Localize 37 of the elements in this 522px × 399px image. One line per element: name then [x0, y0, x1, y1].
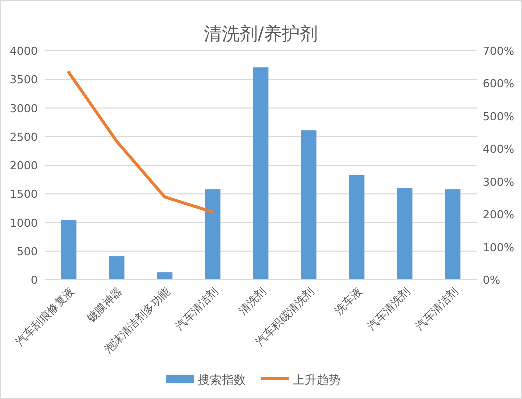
- y2-tick-label: 100%: [483, 241, 514, 254]
- y-tick-label: 3000: [10, 102, 38, 116]
- y2-tick-label: 0%: [483, 274, 500, 287]
- legend-label: 上升趋势: [293, 373, 341, 387]
- bar: [301, 130, 317, 280]
- bar: [61, 220, 77, 280]
- bar: [349, 175, 365, 280]
- y2-tick-label: 500%: [483, 110, 514, 124]
- x-tick-label: 清洗剂: [236, 284, 270, 318]
- x-tick-label: 镀膜神器: [84, 284, 126, 326]
- legend-label: 搜索指数: [198, 373, 246, 387]
- y-tick-label: 2500: [10, 130, 38, 144]
- y2-tick-label: 300%: [483, 176, 514, 189]
- y-tick-label: 0: [31, 274, 38, 287]
- y2-tick-label: 400%: [483, 143, 514, 156]
- bar: [109, 256, 125, 280]
- x-tick-label: 洗车液: [332, 284, 366, 318]
- x-tick-label: 汽车清洁剂: [173, 284, 222, 334]
- y-tick-label: 1500: [10, 188, 38, 202]
- x-tick-label: 汽车清洁剂: [413, 284, 462, 334]
- x-tick-label: 汽车刮痕修复液: [13, 284, 78, 349]
- bar: [397, 188, 413, 280]
- bar: [205, 190, 221, 280]
- y-tick-label: 4000: [10, 45, 38, 58]
- y-tick-label: 500: [17, 245, 38, 258]
- y2-tick-label: 200%: [483, 208, 514, 222]
- y-tick-label: 3500: [10, 74, 38, 87]
- chart-title: 清洗剂/养护剂: [204, 24, 318, 45]
- bar: [445, 190, 461, 280]
- y2-tick-label: 600%: [483, 78, 514, 91]
- y-tick-label: 2000: [10, 160, 38, 172]
- y-tick-label: 1000: [10, 216, 38, 230]
- bar: [253, 68, 269, 280]
- bar: [157, 272, 173, 280]
- x-tick-label: 汽车清洗剂: [365, 284, 414, 334]
- line-series: [68, 71, 214, 214]
- y2-tick-label: 700%: [483, 45, 514, 58]
